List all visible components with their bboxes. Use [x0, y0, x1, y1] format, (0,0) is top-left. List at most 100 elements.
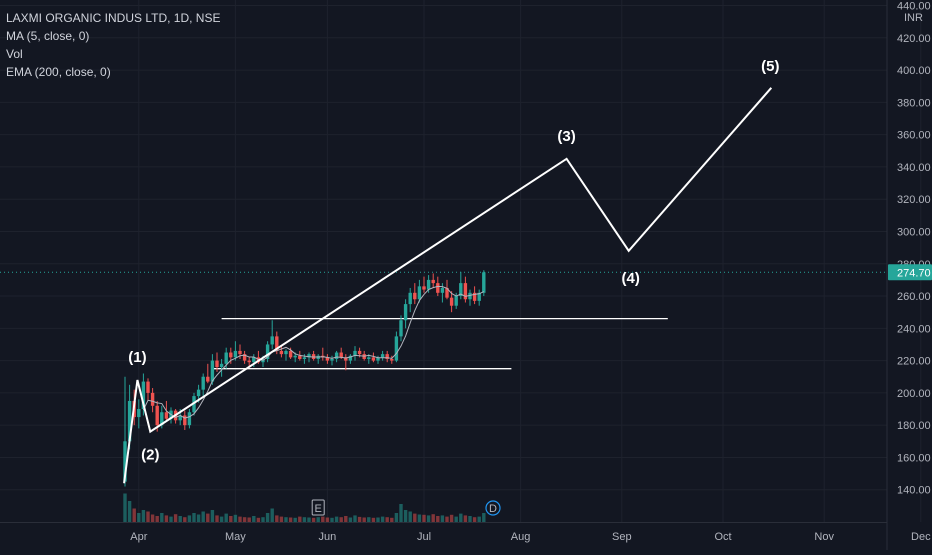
candle-body	[357, 350, 362, 355]
candle-body	[380, 354, 385, 358]
candle-body	[210, 360, 215, 382]
ma-indicator-label[interactable]: MA (5, close, 0)	[6, 29, 90, 43]
volume-bar	[210, 510, 215, 522]
date-tick-label: Sep	[612, 531, 632, 543]
candle-body	[215, 360, 219, 368]
volume-bar	[164, 515, 169, 522]
candle	[210, 354, 215, 385]
dividend-marker-circle	[485, 500, 501, 516]
ma-line	[142, 285, 485, 419]
date-tick-label: Jun	[319, 531, 337, 543]
candle-body	[394, 336, 399, 361]
volume-bar	[265, 513, 270, 522]
volume-bar	[270, 508, 274, 522]
wave-label: (4)	[622, 270, 640, 287]
date-tick-label: Apr	[130, 531, 147, 543]
price-tick-label: 160.00	[897, 452, 931, 464]
price-tick-label: 220.00	[897, 356, 931, 368]
volume-bar	[229, 516, 233, 522]
volume-bar	[371, 517, 376, 522]
candle	[422, 276, 426, 293]
candle-body	[298, 355, 302, 359]
volume-bar	[440, 515, 445, 522]
volume-bar	[261, 517, 265, 522]
last-price-badge-text: 274.70	[897, 267, 931, 279]
date-tick-label: Aug	[511, 531, 531, 543]
volume-bar	[127, 501, 132, 522]
candle-body	[137, 409, 141, 418]
volume-bar	[394, 513, 399, 522]
candle-body	[247, 360, 251, 363]
volume-bar	[431, 514, 435, 522]
candle-body	[390, 358, 394, 361]
candle-body	[302, 357, 307, 359]
symbol-title[interactable]: LAXMI ORGANIC INDUS LTD, 1D, NSE	[6, 11, 221, 25]
ema-indicator-label[interactable]: EMA (200, close, 0)	[6, 65, 111, 79]
volume-bar	[146, 511, 150, 522]
dividend-marker[interactable]: D	[485, 500, 501, 516]
volume-bar	[173, 514, 178, 522]
candle	[123, 376, 127, 487]
candle-body	[468, 292, 472, 300]
candle-body	[353, 350, 357, 356]
marker-letter: D	[489, 503, 497, 515]
candle-body	[196, 389, 201, 397]
volume-bar	[150, 514, 155, 522]
candle-body	[288, 350, 293, 358]
price-tick-label: 380.00	[897, 97, 931, 109]
volume-bar	[468, 516, 472, 522]
earnings-marker-box	[311, 499, 325, 516]
candle-body	[224, 352, 228, 364]
candle-body	[463, 283, 468, 300]
candle	[344, 354, 348, 371]
volume-bar	[339, 517, 343, 522]
volume-bar	[279, 516, 284, 522]
candle	[330, 355, 334, 366]
volume-bar	[141, 510, 146, 522]
candle-body	[229, 352, 233, 358]
volume-bar	[344, 516, 348, 522]
candle-body	[440, 287, 445, 293]
candle-body	[422, 286, 426, 290]
candle	[247, 357, 251, 368]
candle-body	[141, 381, 146, 410]
candle	[137, 399, 141, 429]
candle-body	[399, 320, 403, 337]
candle-body	[482, 272, 486, 293]
earnings-marker[interactable]: E	[311, 499, 325, 516]
volume-bar	[325, 517, 330, 522]
candle	[187, 409, 192, 429]
volume-bar	[353, 515, 357, 522]
volume-bar	[238, 516, 242, 522]
volume-bar	[233, 514, 238, 522]
candle-body	[252, 357, 256, 363]
candle-body	[376, 357, 380, 361]
volume-bar	[187, 515, 192, 522]
volume-bar	[169, 516, 173, 522]
volume-bar	[436, 516, 440, 522]
candle-body	[127, 400, 132, 442]
candle-body	[454, 296, 458, 306]
volume-bar	[206, 513, 210, 522]
volume-bar	[454, 516, 458, 522]
volume-bar	[477, 516, 481, 522]
candle-body	[449, 297, 454, 306]
candle	[417, 279, 422, 303]
candle-body	[307, 354, 311, 358]
candle	[353, 346, 357, 361]
candle	[348, 354, 353, 364]
volume-bar	[417, 514, 422, 522]
candle	[445, 279, 449, 300]
candle	[394, 331, 399, 363]
volume-bar	[192, 513, 196, 522]
volume-bar	[215, 515, 219, 522]
volume-bar	[348, 517, 353, 522]
volume-indicator-label[interactable]: Vol	[6, 47, 23, 61]
candle	[468, 289, 472, 306]
candle	[270, 320, 274, 350]
price-tick-label: 420.00	[897, 33, 931, 45]
candle-body	[417, 286, 422, 300]
volume-bar	[445, 516, 449, 522]
